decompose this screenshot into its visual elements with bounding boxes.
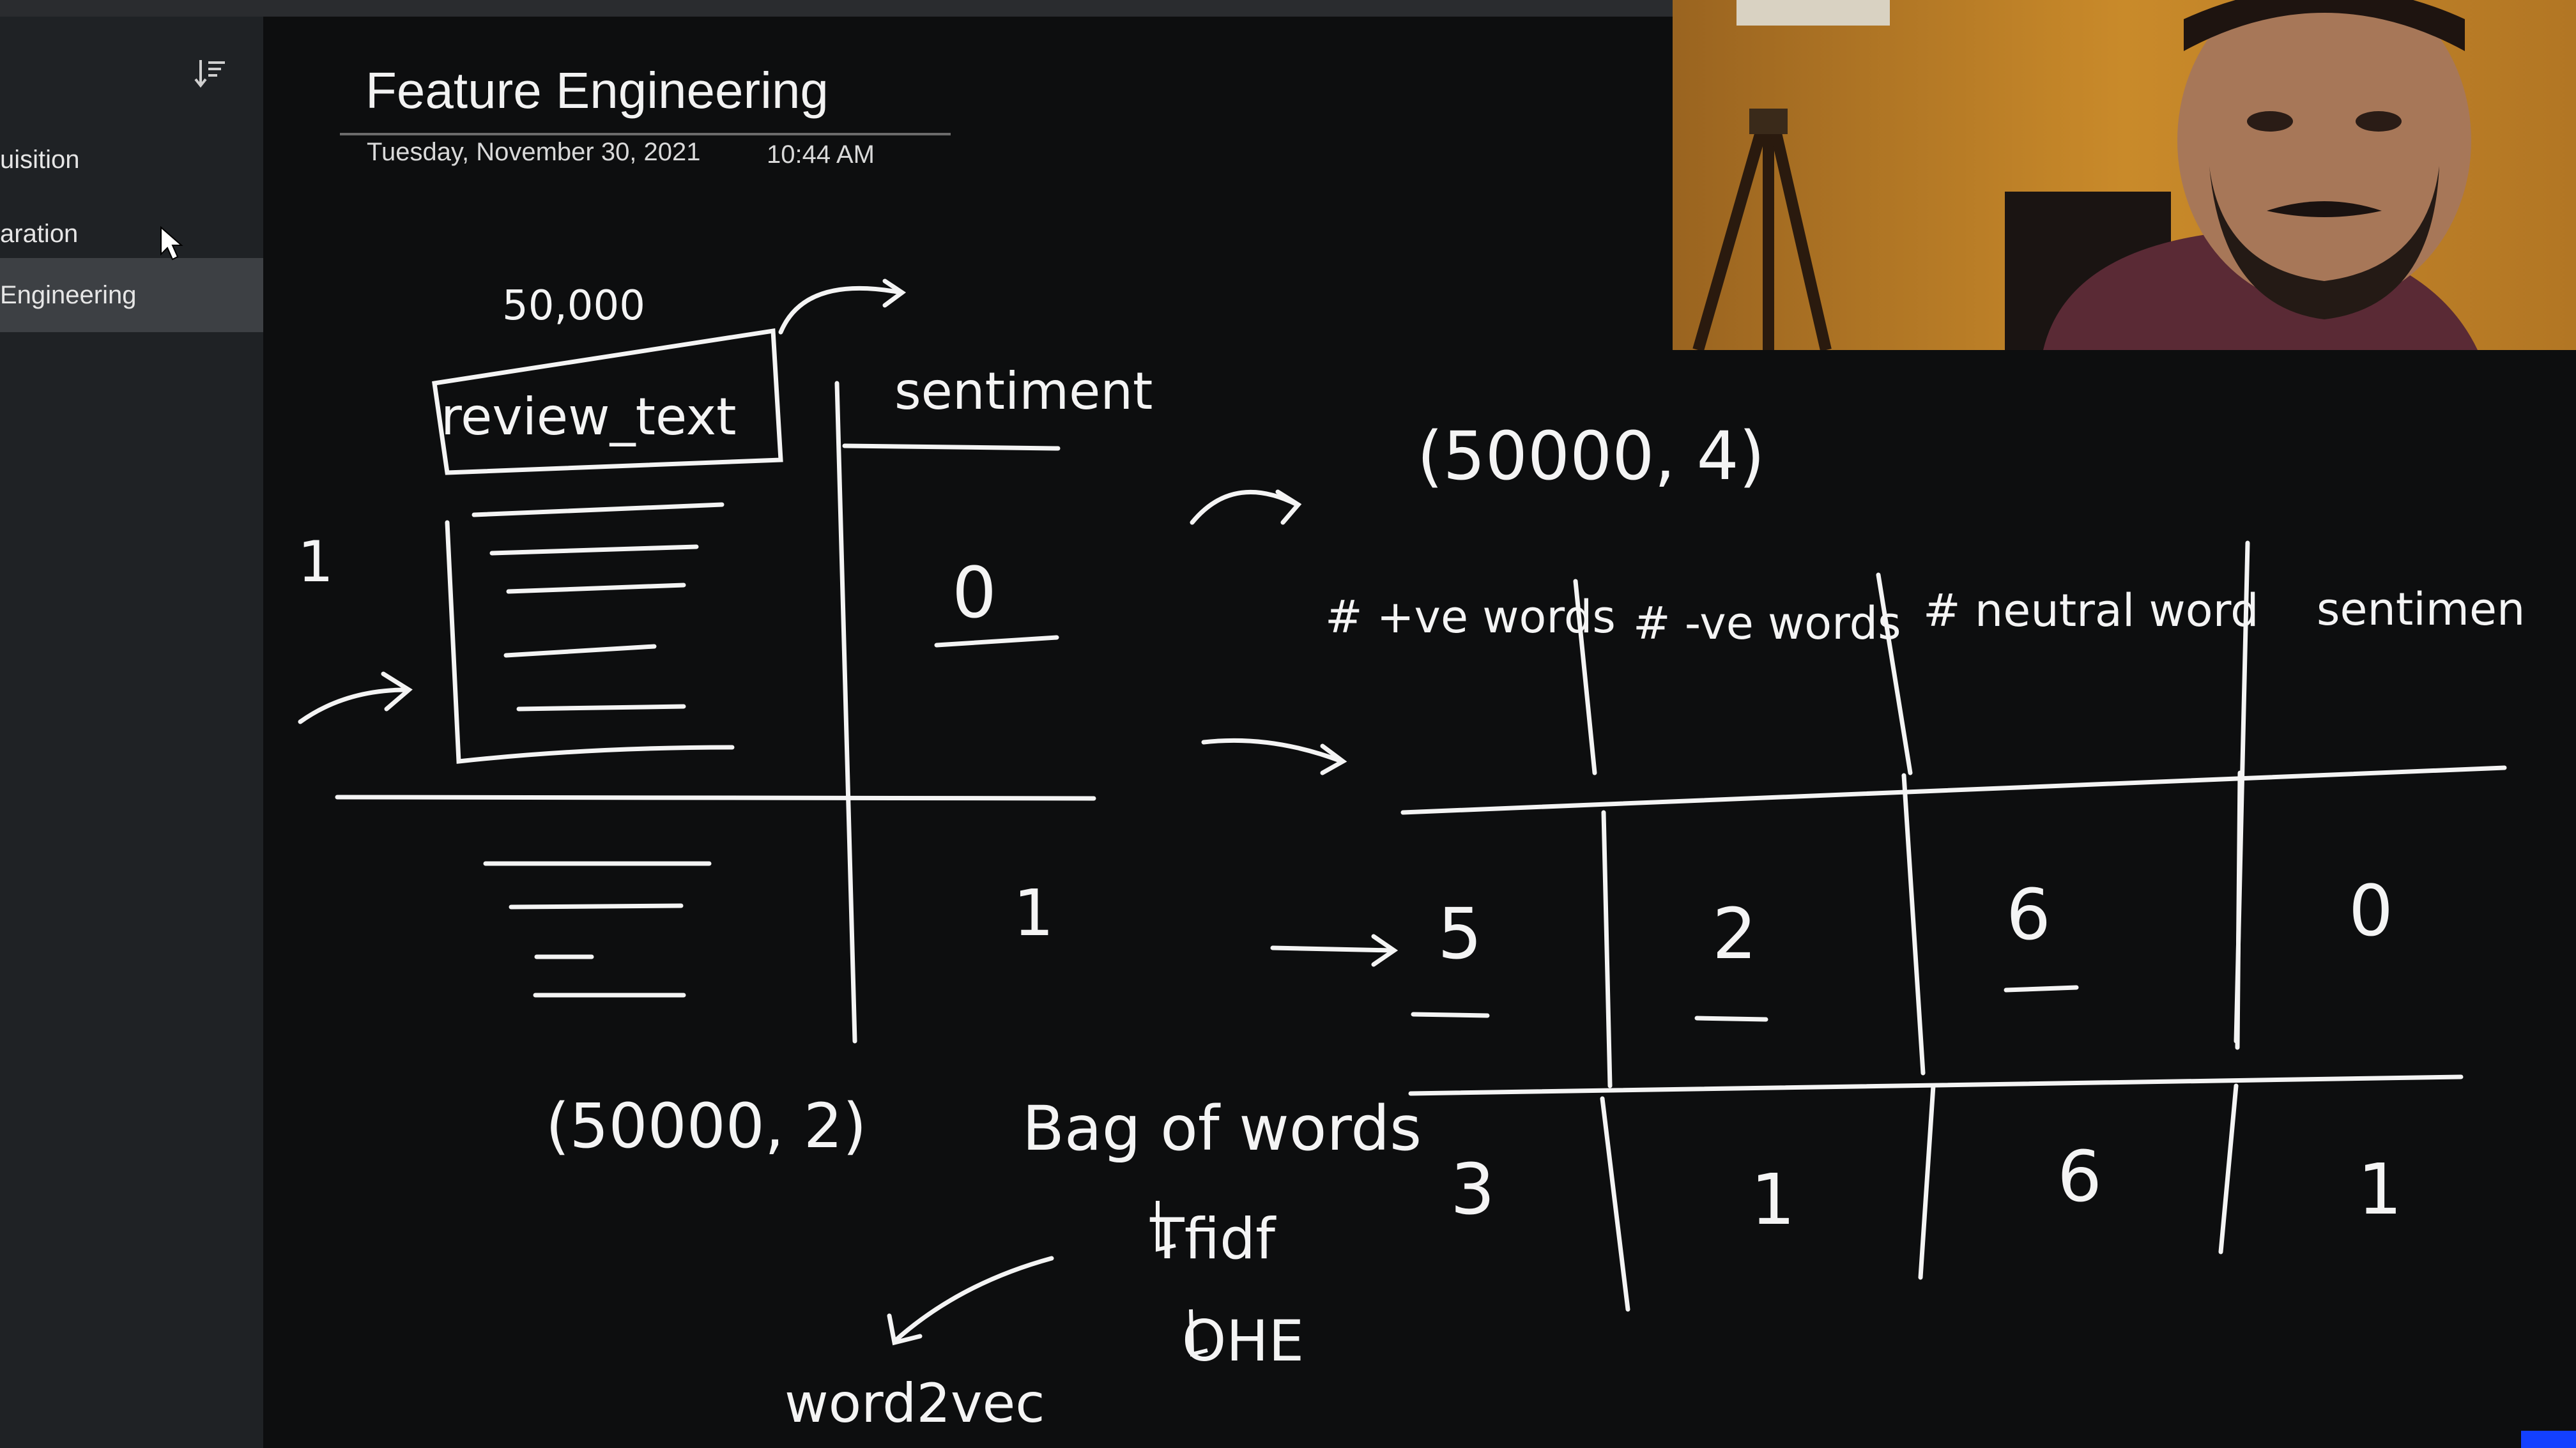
- sidebar-page-item-active[interactable]: Engineering: [0, 258, 263, 332]
- header-sentiment: sentimen: [2317, 583, 2525, 636]
- left-table-row-line: [335, 795, 1096, 801]
- word2vec-label: word2vec: [785, 1372, 1045, 1435]
- person-face: [2177, 0, 2471, 307]
- header-negative-words: # -ve words: [1633, 597, 1901, 650]
- sidebar-page-item-1[interactable]: uisition: [0, 123, 263, 197]
- left-table-divider: [834, 381, 857, 1044]
- curved-arrow: [778, 286, 903, 335]
- sidebar-page-item-2[interactable]: aration: [0, 197, 263, 271]
- cell-r2-c1: 3: [1450, 1148, 1495, 1230]
- bag-of-words-label: Bag of words: [1022, 1093, 1422, 1164]
- row-number: 1: [298, 529, 334, 595]
- cell-r1-c4: 0: [2349, 870, 2393, 952]
- left-shape-label: (50000, 2): [546, 1090, 866, 1162]
- ohe-label: OHE: [1182, 1308, 1304, 1374]
- cell-r1-c3: 6: [2006, 874, 2051, 956]
- cell-r1-c2: 2: [1712, 893, 1757, 975]
- review-text-header: review_text: [441, 387, 736, 446]
- cell-r1-c1: 5: [1438, 893, 1482, 975]
- corner-accent: [2521, 1431, 2576, 1448]
- review-text-box: [432, 328, 783, 475]
- webcam-video-overlay: [1673, 0, 2576, 350]
- tripod-stand: [1692, 126, 1832, 350]
- left-row2-value: 1: [1013, 876, 1054, 950]
- cell-r2-c3: 6: [2057, 1136, 2102, 1217]
- sidebar-page-label: uisition: [0, 146, 80, 174]
- right-shape-label: (50000, 4): [1417, 417, 1765, 495]
- count-label: 50,000: [502, 282, 645, 330]
- right-table-header-line: [1400, 765, 2507, 815]
- left-row1-value: 0: [952, 552, 997, 634]
- sort-lines-icon[interactable]: [192, 54, 230, 92]
- sidebar-page-label: aration: [0, 220, 79, 248]
- title-underline: [340, 133, 951, 135]
- page-date: Tuesday, November 30, 2021: [367, 138, 701, 166]
- mouse-pointer-icon: [160, 226, 183, 261]
- rows-bracket: [445, 520, 735, 764]
- header-positive-words: # +ve words: [1325, 591, 1616, 643]
- page-title[interactable]: Feature Engineering: [365, 62, 829, 119]
- tfidf-label: Tfidf: [1149, 1206, 1276, 1272]
- right-table-row-line: [1408, 1074, 2464, 1096]
- sentiment-header: sentiment: [894, 362, 1153, 421]
- page-list-sidebar: uisition aration Engineering: [0, 17, 263, 1448]
- header-neutral-words: # neutral word: [1923, 584, 2259, 637]
- sidebar-page-label: Engineering: [0, 281, 137, 309]
- page-time: 10:44 AM: [767, 141, 875, 169]
- cell-r2-c2: 1: [1751, 1159, 1795, 1240]
- cell-r2-c4: 1: [2358, 1148, 2402, 1230]
